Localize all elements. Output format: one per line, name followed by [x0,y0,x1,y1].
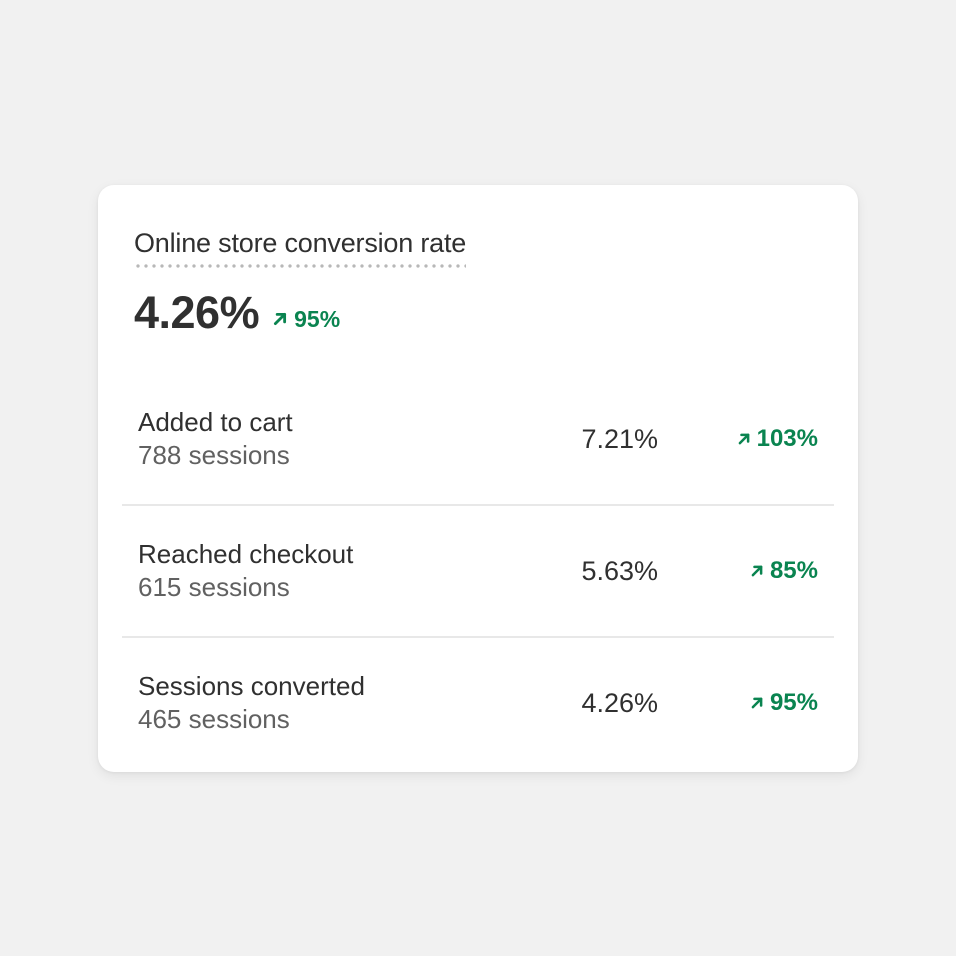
row-change-value: 85% [769,557,818,584]
conversion-rate-card: Online store conversion rate 4.26% 95% A… [98,185,858,772]
breakdown-row-reached-checkout: Reached checkout 615 sessions 5.63% 85% [122,504,834,636]
row-change: 95% [749,689,818,717]
row-sessions: 615 sessions [138,572,290,602]
arrow-up-right-icon [736,431,752,447]
arrow-up-right-icon [749,695,765,711]
primary-metric-change: 95% [271,306,340,333]
arrow-up-right-icon [271,310,289,328]
arrow-up-right-icon [749,563,765,579]
row-sessions: 465 sessions [138,704,290,734]
row-label: Reached checkout [138,539,354,569]
card-header: Online store conversion rate [122,227,834,268]
row-sessions: 788 sessions [138,440,290,470]
conversion-breakdown-list: Added to cart 788 sessions 7.21% 103% [122,374,834,768]
primary-change-value: 95% [294,305,341,332]
row-rate: 5.63% [581,555,658,586]
row-label: Added to cart [138,407,293,437]
row-label: Sessions converted [138,671,365,701]
row-change: 103% [736,425,818,453]
row-change: 85% [749,557,818,585]
breakdown-row-added-to-cart: Added to cart 788 sessions 7.21% 103% [122,374,834,504]
card-title[interactable]: Online store conversion rate [134,227,466,268]
row-change-value: 103% [756,425,818,452]
row-change-value: 95% [769,689,818,716]
primary-metric: 4.26% 95% [122,290,834,336]
row-rate: 4.26% [581,687,658,718]
row-rate: 7.21% [581,423,658,454]
primary-metric-value: 4.26% [134,287,260,338]
breakdown-row-sessions-converted: Sessions converted 465 sessions 4.26% 95… [122,636,834,768]
